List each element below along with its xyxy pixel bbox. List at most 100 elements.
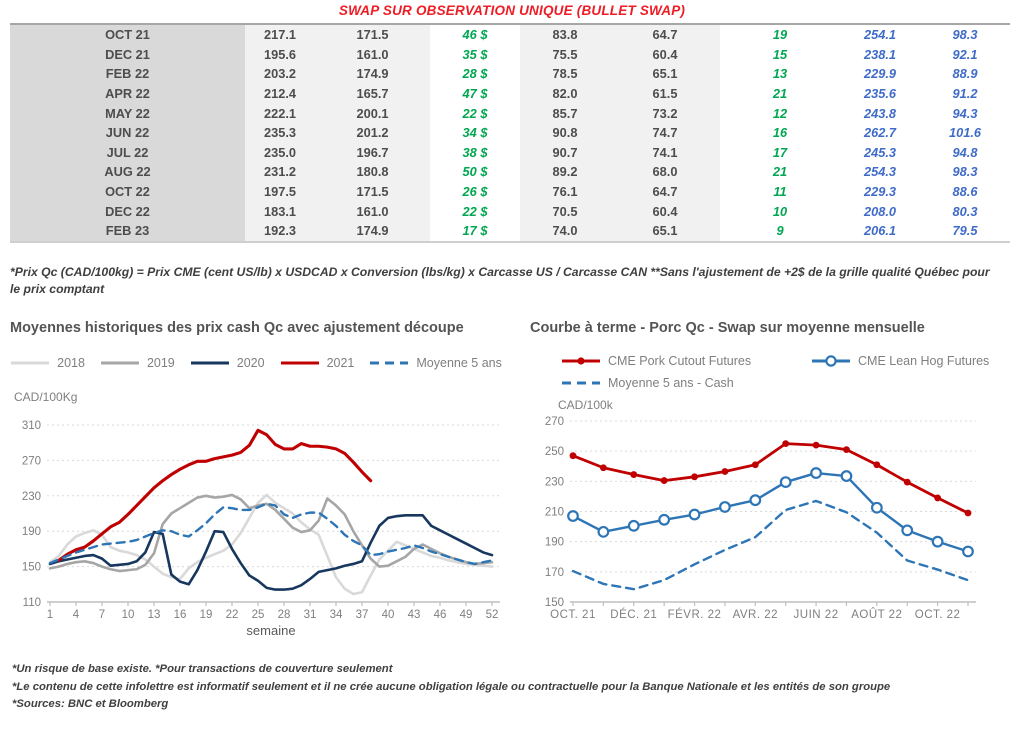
value-cell: 35 $ — [462, 46, 488, 62]
value-cell: 231.2 — [245, 162, 315, 182]
value-cell: 235.6 — [863, 86, 897, 102]
value-cell: 60.4 — [610, 44, 720, 65]
footer-notes: *Un risque de base existe. *Pour transac… — [12, 661, 1012, 714]
value-cell: 34 $ — [462, 125, 488, 141]
svg-text:31: 31 — [304, 609, 317, 621]
value-cell: 80.3 — [952, 203, 978, 219]
legend-item: CME Lean Hog Futures — [810, 354, 989, 368]
value-cell: 88.6 — [952, 184, 978, 200]
value-cell: 22 $ — [462, 203, 488, 219]
value-cell: 85.7 — [520, 103, 610, 123]
legend-swatch-moyenne-5-ans-cash — [562, 381, 600, 385]
svg-text:270: 270 — [545, 416, 564, 428]
value-cell: 235.3 — [245, 122, 315, 143]
table-row: APR 22 212.4 165.7 47 $ 82.0 61.5 21 235.6 91.2 — [10, 83, 1010, 104]
value-cell: 65.1 — [610, 220, 720, 241]
value-cell: 83.8 — [520, 25, 610, 45]
table-row: DEC 21 195.6 161.0 35 $ 75.5 60.4 15 238.1 92.1 — [10, 44, 1010, 65]
svg-text:37: 37 — [356, 609, 369, 621]
svg-text:1: 1 — [47, 609, 53, 621]
value-cell: 82.0 — [520, 83, 610, 104]
value-cell: 222.1 — [245, 103, 315, 123]
forward-curve-chart: Courbe à terme - Porc Qc - Swap sur moye… — [530, 320, 1024, 665]
svg-text:16: 16 — [174, 609, 187, 621]
value-cell: 201.2 — [315, 122, 430, 143]
value-cell: 94.3 — [952, 105, 978, 121]
svg-text:semaine: semaine — [246, 623, 295, 638]
table-row: MAY 22 222.1 200.1 22 $ 85.7 73.2 12 243.8 94.3 — [10, 103, 1010, 123]
value-cell: 200.1 — [315, 103, 430, 123]
month-cell: DEC 22 — [10, 201, 245, 221]
value-cell: 165.7 — [315, 83, 430, 104]
value-cell: 68.0 — [610, 162, 720, 182]
svg-text:4: 4 — [73, 609, 80, 621]
table-row: OCT 22 197.5 171.5 26 $ 76.1 64.7 11 229.3 88.6 — [10, 181, 1010, 202]
legend-swatch-2021 — [280, 361, 319, 365]
value-cell: 197.5 — [245, 181, 315, 202]
svg-text:7: 7 — [99, 609, 105, 621]
legend-item: Moyenne 5 ans - Cash — [560, 376, 734, 390]
svg-text:270: 270 — [22, 455, 41, 467]
svg-text:150: 150 — [22, 562, 41, 574]
svg-text:AOÛT 22: AOÛT 22 — [851, 608, 902, 621]
svg-text:190: 190 — [545, 537, 564, 549]
svg-text:34: 34 — [330, 609, 343, 621]
value-cell: 38 $ — [462, 144, 488, 160]
legend-label: 2019 — [146, 356, 175, 370]
forward-curve-plot: 150 170 190 210 230 250 270 OCT. 21 DÉC. 21 FÉVR.… — [545, 416, 976, 621]
legend-swatch-cme-lean-hog-futures — [812, 355, 850, 367]
swap-table: OCT 21 217.1 171.5 46 $83.8 64.7 19 254.1 98.3 D… — [10, 23, 1010, 243]
svg-text:FÉVR. 22: FÉVR. 22 — [668, 608, 722, 621]
chart-title-right: Courbe à terme - Porc Qc - Swap sur moye… — [530, 320, 925, 336]
value-cell: 254.1 — [863, 27, 897, 43]
historical-prices-plot: 110 150 190 230 270 310 1 4 7 10 13 16 19 22 25 28 31 34 3… — [22, 420, 500, 638]
legend-item: 2018 — [9, 356, 85, 370]
value-cell: 13 — [772, 66, 788, 82]
value-cell: 79.5 — [952, 223, 978, 239]
svg-text:250: 250 — [545, 446, 564, 458]
svg-text:AVR. 22: AVR. 22 — [733, 609, 778, 621]
value-cell: 229.9 — [863, 66, 897, 82]
legend-item: CME Pork Cutout Futures — [560, 354, 796, 368]
svg-text:230: 230 — [22, 491, 41, 503]
month-cell: MAY 22 — [10, 103, 245, 123]
legend-swatch-2018 — [11, 361, 50, 365]
value-cell: 16 — [772, 125, 788, 141]
value-cell: 196.7 — [315, 142, 430, 163]
svg-text:25: 25 — [252, 609, 265, 621]
legend-swatch-2020 — [190, 361, 229, 365]
legend-label: CME Pork Cutout Futures — [608, 354, 752, 368]
value-cell: 98.3 — [952, 164, 978, 180]
value-cell: 17 — [772, 144, 788, 160]
value-cell: 47 $ — [462, 86, 488, 102]
svg-text:43: 43 — [408, 609, 421, 621]
value-cell: 174.9 — [315, 220, 430, 241]
value-cell: 235.0 — [245, 142, 315, 163]
value-cell: 12 — [772, 105, 788, 121]
svg-text:40: 40 — [382, 609, 395, 621]
legend-swatch-cme-pork-cutout-futures — [562, 357, 600, 365]
svg-text:310: 310 — [22, 420, 41, 432]
svg-text:22: 22 — [226, 609, 239, 621]
legend-label: Moyenne 5 ans - Cash — [608, 376, 734, 390]
svg-text:19: 19 — [200, 609, 213, 621]
value-cell: 15 — [772, 46, 788, 62]
legend-swatch-2019 — [100, 361, 139, 365]
table-row: FEB 22 203.2 174.9 28 $ 78.5 65.1 13 229.9 88.9 — [10, 64, 1010, 84]
value-cell: 171.5 — [315, 25, 430, 45]
month-cell: DEC 21 — [10, 44, 245, 65]
value-cell: 101.6 — [948, 125, 982, 141]
table-row: JUL 22 235.0 196.7 38 $ 90.7 74.1 17 245.3 94.8 — [10, 142, 1010, 163]
value-cell: 64.7 — [610, 181, 720, 202]
value-cell: 22 $ — [462, 105, 488, 121]
svg-text:230: 230 — [545, 476, 564, 488]
value-cell: 92.1 — [952, 46, 978, 62]
table-row: JUN 22 235.3 201.2 34 $ 90.8 74.7 16 262.7 101.6 — [10, 122, 1010, 143]
value-cell: 171.5 — [315, 181, 430, 202]
legend-label: 2020 — [236, 356, 265, 370]
month-cell: OCT 22 — [10, 181, 245, 202]
svg-text:170: 170 — [545, 567, 564, 579]
month-cell: JUN 22 — [10, 122, 245, 143]
table-row: FEB 23 192.3 174.9 17 $ 74.0 65.1 9 206.1 79.5 — [10, 220, 1010, 241]
legend-label: 2018 — [57, 356, 85, 370]
